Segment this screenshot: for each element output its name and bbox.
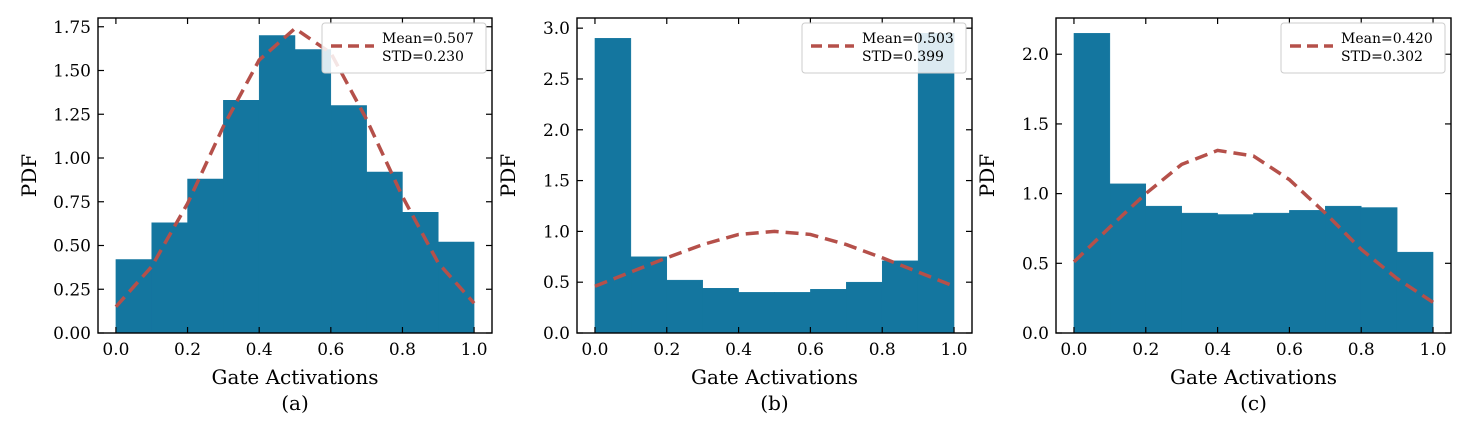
y-tick-label: 2.0 <box>543 121 570 141</box>
histogram-bar <box>1181 212 1218 334</box>
x-axis-label: Gate Activations <box>1170 365 1337 389</box>
chart-2: 0.0 0.2 0.4 0.6 0.8 1.0 0.0 0.5 1.0 1.5 2.0 2.5 3.0 G… <box>496 17 973 415</box>
fit-curve <box>114 26 476 308</box>
axes-frame <box>576 17 973 334</box>
subfigure-caption: (a) <box>281 391 309 415</box>
axes-frame <box>1055 17 1452 334</box>
y-tick-label: 1.00 <box>53 149 91 169</box>
legend-std: STD=0.399 <box>862 49 944 65</box>
histogram-bar <box>366 171 403 334</box>
histogram-bar <box>594 38 632 334</box>
y-tick-label: 1.75 <box>53 18 91 38</box>
legend: Mean=0.420 STD=0.302 <box>1280 22 1446 74</box>
x-tick-label: 0.4 <box>1204 340 1231 360</box>
y-tick-label: 0.00 <box>53 324 91 344</box>
chart-1: 0.0 0.2 0.4 0.6 0.8 1.0 0.00 0.25 0.50 0.75 1.00 1.… <box>17 17 493 415</box>
histogram-bar <box>223 100 260 334</box>
subfigure-caption: (c) <box>1240 391 1267 415</box>
y-tick-label: 0.25 <box>53 280 91 300</box>
fit-curve <box>594 229 955 288</box>
y-tick-label: 1.5 <box>543 172 570 192</box>
legend-box <box>321 22 487 74</box>
histogram-bar <box>881 260 919 334</box>
x-tick-label: 0.8 <box>869 340 896 360</box>
histogram-bar <box>330 105 367 334</box>
x-tick-label: 0.6 <box>1276 340 1303 360</box>
y-tick-label: 0.75 <box>53 193 91 213</box>
x-tick-label: 0.0 <box>102 340 129 360</box>
legend-mean: Mean=0.503 <box>862 31 954 47</box>
fit-curve <box>1072 148 1435 304</box>
histogram-bar <box>846 281 883 334</box>
legend-box <box>1280 22 1446 74</box>
y-tick-label: 0.0 <box>1022 324 1049 344</box>
y-tick-label: 1.0 <box>1022 185 1049 205</box>
x-tick-label: 0.2 <box>174 340 201 360</box>
y-tick-label: 0.5 <box>1022 254 1049 274</box>
chart-3: 0.0 0.2 0.4 0.6 0.8 1.0 0.0 0.5 1.0 1.5 2.0 Gate Ac… <box>975 17 1452 415</box>
legend-mean: Mean=0.507 <box>382 31 474 47</box>
x-tick-label: 0.6 <box>317 340 344 360</box>
histogram-bar <box>258 35 296 334</box>
x-tick-label: 1.0 <box>941 340 968 360</box>
histogram-bar <box>774 292 811 334</box>
histogram-bar <box>666 279 703 334</box>
histogram-bar <box>1217 214 1254 334</box>
x-tick-label: 0.4 <box>725 340 752 360</box>
x-axis-label: Gate Activations <box>691 365 858 389</box>
x-tick-label: 0.0 <box>581 340 608 360</box>
histogram-bar <box>702 288 739 334</box>
x-tick-label: 1.0 <box>461 340 488 360</box>
histogram-bar <box>1289 210 1326 334</box>
legend: Mean=0.507 STD=0.230 <box>321 22 487 74</box>
histogram-bar <box>1253 212 1290 334</box>
x-tick-label: 0.2 <box>1132 340 1159 360</box>
y-tick-label: 2.0 <box>1022 45 1049 65</box>
histogram-bar <box>1360 207 1398 334</box>
subfigure-caption: (b) <box>760 391 788 415</box>
y-axis-label: PDF <box>496 154 520 197</box>
legend-std: STD=0.230 <box>382 49 464 65</box>
y-axis-label: PDF <box>975 154 999 197</box>
x-tick-label: 0.2 <box>653 340 680 360</box>
y-tick-label: 1.25 <box>53 105 91 125</box>
histogram-bar <box>438 241 475 334</box>
y-tick-label: 0.5 <box>543 273 570 293</box>
histogram-bar <box>917 32 955 334</box>
y-tick-label: 1.50 <box>53 62 91 82</box>
legend-box <box>801 22 967 74</box>
x-tick-label: 0.8 <box>389 340 416 360</box>
x-tick-label: 0.0 <box>1060 340 1087 360</box>
histogram-bar <box>1109 183 1147 334</box>
x-tick-label: 0.6 <box>797 340 824 360</box>
axes-frame <box>97 17 493 334</box>
legend: Mean=0.503 STD=0.399 <box>801 22 967 74</box>
x-tick-label: 0.4 <box>246 340 273 360</box>
histogram-bar <box>151 222 188 334</box>
y-tick-label: 3.0 <box>543 19 570 39</box>
histogram-bar <box>402 212 439 334</box>
histogram-bar <box>187 178 224 334</box>
y-tick-label: 0.0 <box>543 324 570 344</box>
histogram-bar <box>294 49 332 334</box>
legend-std: STD=0.302 <box>1341 49 1423 65</box>
x-tick-label: 1.0 <box>1420 340 1447 360</box>
histogram-bar <box>1145 205 1182 334</box>
y-tick-label: 2.5 <box>543 70 570 90</box>
x-tick-label: 0.8 <box>1348 340 1375 360</box>
histogram-bar <box>1073 33 1111 334</box>
y-tick-label: 1.5 <box>1022 115 1049 135</box>
histogram-bar <box>810 289 847 334</box>
y-tick-label: 0.50 <box>53 237 91 257</box>
y-axis-label: PDF <box>17 154 41 197</box>
histogram-bar <box>738 292 775 334</box>
histogram-bar <box>1325 205 1362 334</box>
x-axis-label: Gate Activations <box>211 365 378 389</box>
y-tick-label: 1.0 <box>543 222 570 242</box>
legend-mean: Mean=0.420 <box>1341 31 1433 47</box>
